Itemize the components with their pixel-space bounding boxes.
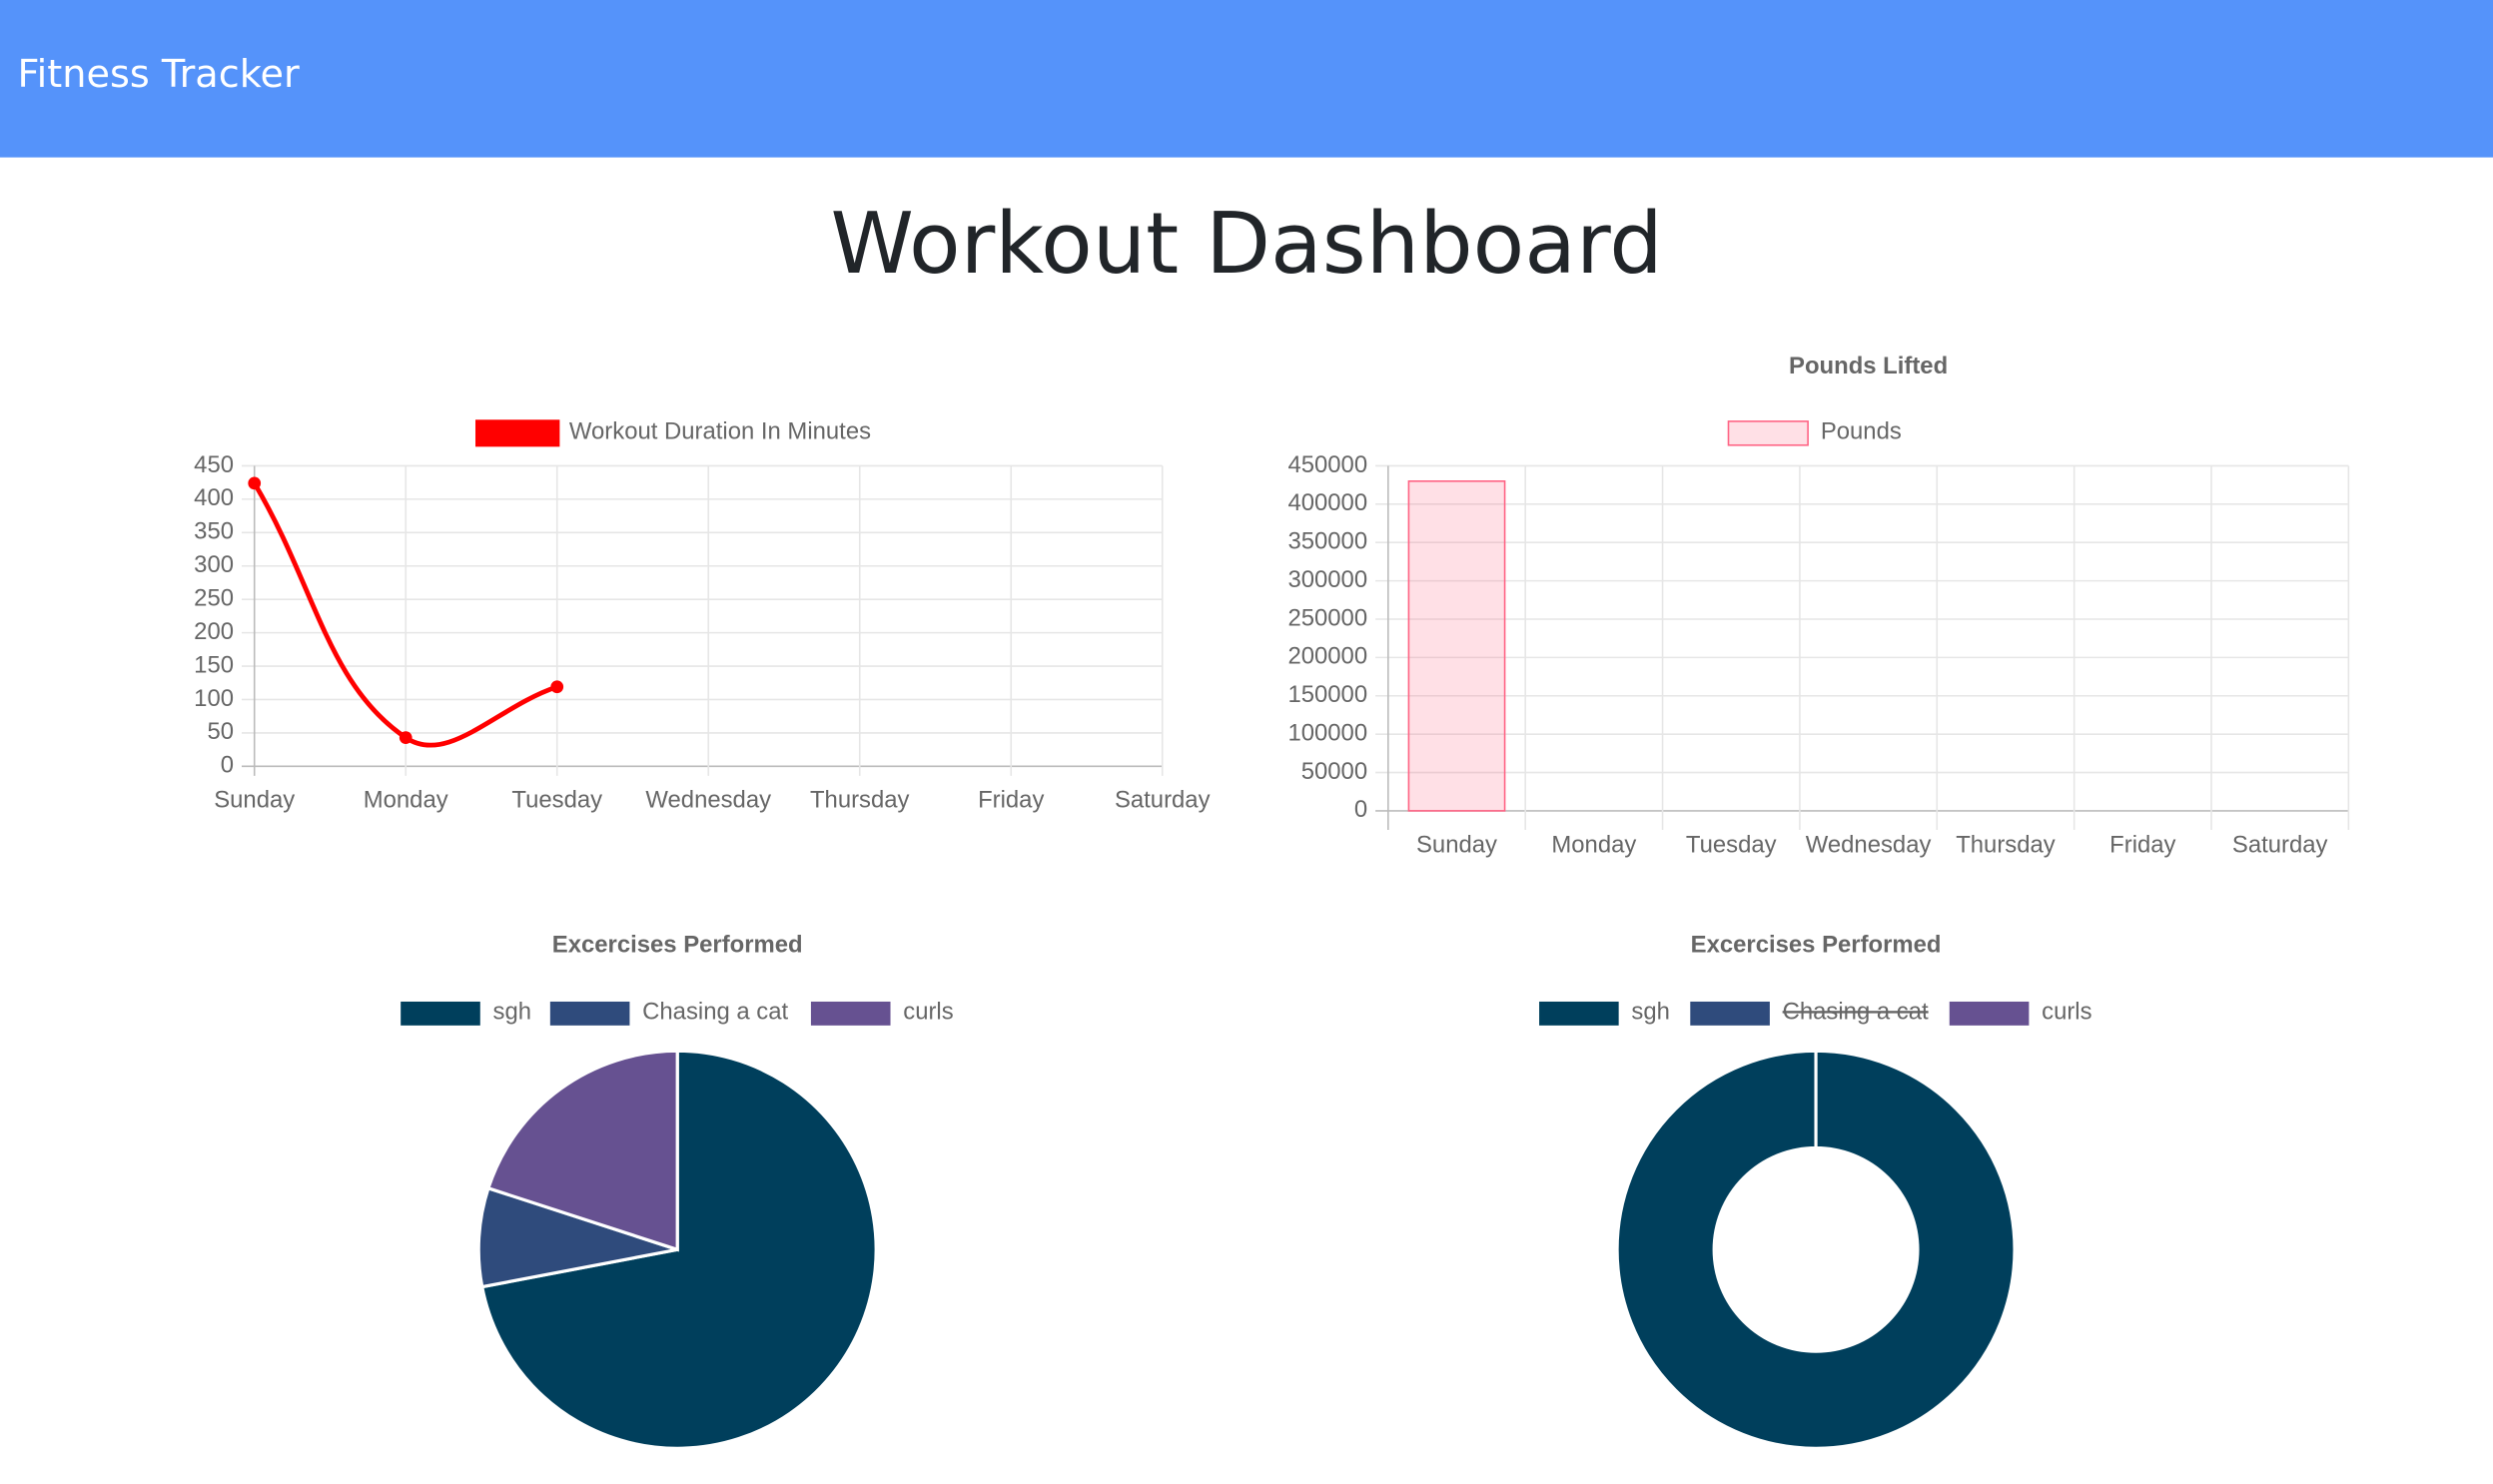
legend-swatch[interactable] (810, 1001, 891, 1026)
x-tick-label: Wednesday (645, 787, 771, 814)
y-tick-label: 200000 (1287, 643, 1367, 670)
y-tick-label: 0 (1354, 796, 1367, 823)
page-heading: Workout Dashboard (830, 195, 1662, 293)
x-tick-label: Friday (978, 787, 1044, 814)
y-tick-label: 350 (194, 518, 234, 545)
data-point (399, 731, 413, 744)
legend-swatch[interactable] (1949, 1001, 2030, 1026)
data-point (248, 476, 262, 490)
chart-title: Excercises Performed (1691, 932, 1942, 959)
y-tick-label: 200 (194, 618, 234, 645)
pie-slice[interactable] (485, 1049, 679, 1252)
line-series (252, 481, 558, 748)
x-tick-label: Monday (364, 787, 448, 814)
viewport: Fitness Tracker Workout Dashboard 0 50 100… (0, 0, 2493, 1450)
y-tick-label: 50 (207, 718, 234, 745)
x-tick-label: Tuesday (511, 787, 602, 814)
legend-label: Chasing a cat (1783, 998, 1929, 1025)
y-tick-label: 300000 (1287, 566, 1367, 593)
legend-label: sgh (1631, 998, 1670, 1025)
pie-slice[interactable] (476, 1185, 678, 1289)
x-tick-label: Thursday (1956, 831, 2056, 858)
x-tick-label: Saturday (2232, 831, 2328, 858)
x-tick-label: Friday (2109, 831, 2175, 858)
x-tick-label: Tuesday (1686, 831, 1777, 858)
legend-swatch[interactable] (1727, 420, 1809, 446)
legend-label: Workout Duration In Minutes (569, 417, 871, 444)
y-tick-label: 250000 (1287, 604, 1367, 631)
y-tick-label: 100 (194, 685, 234, 712)
legend-label: curls (903, 998, 953, 1025)
y-tick-label: 400 (194, 484, 234, 511)
y-tick-label: 300 (194, 551, 234, 578)
legend-swatch[interactable] (401, 1001, 480, 1026)
x-tick-label: Thursday (810, 787, 910, 814)
pie-slice[interactable] (1615, 1049, 2017, 1450)
legend-swatch[interactable] (1539, 1001, 1619, 1026)
y-tick-label: 150000 (1287, 681, 1367, 708)
x-tick-label: Monday (1551, 831, 1636, 858)
x-tick-label: Sunday (214, 787, 295, 814)
y-tick-label: 350000 (1287, 528, 1367, 555)
y-tick-label: 100000 (1287, 719, 1367, 746)
y-tick-label: 400000 (1287, 489, 1367, 516)
y-tick-label: 450000 (1287, 451, 1367, 478)
brand[interactable]: Fitness Tracker (18, 53, 300, 97)
legend-swatch[interactable] (549, 1001, 630, 1026)
chart-title: Excercises Performed (552, 932, 803, 959)
legend-swatch[interactable] (475, 419, 560, 447)
y-tick-label: 150 (194, 651, 234, 678)
navbar (0, 0, 2493, 158)
chart-title: Pounds Lifted (1789, 353, 1948, 379)
x-tick-label: Wednesday (1806, 831, 1932, 858)
legend-label: curls (2042, 998, 2091, 1025)
y-tick-label: 450 (194, 451, 234, 478)
legend-swatch[interactable] (1690, 1001, 1770, 1026)
x-tick-label: Saturday (1115, 787, 1211, 814)
bar (1407, 480, 1506, 812)
legend-label: Chasing a cat (642, 998, 788, 1025)
y-tick-label: 50000 (1301, 758, 1367, 785)
y-tick-label: 0 (221, 752, 234, 779)
legend-label: Pounds (1821, 417, 1902, 444)
pie-slice[interactable] (479, 1049, 878, 1450)
x-tick-label: Sunday (1416, 831, 1497, 858)
y-tick-label: 250 (194, 584, 234, 611)
data-point (550, 680, 564, 694)
legend-label: sgh (493, 998, 532, 1025)
